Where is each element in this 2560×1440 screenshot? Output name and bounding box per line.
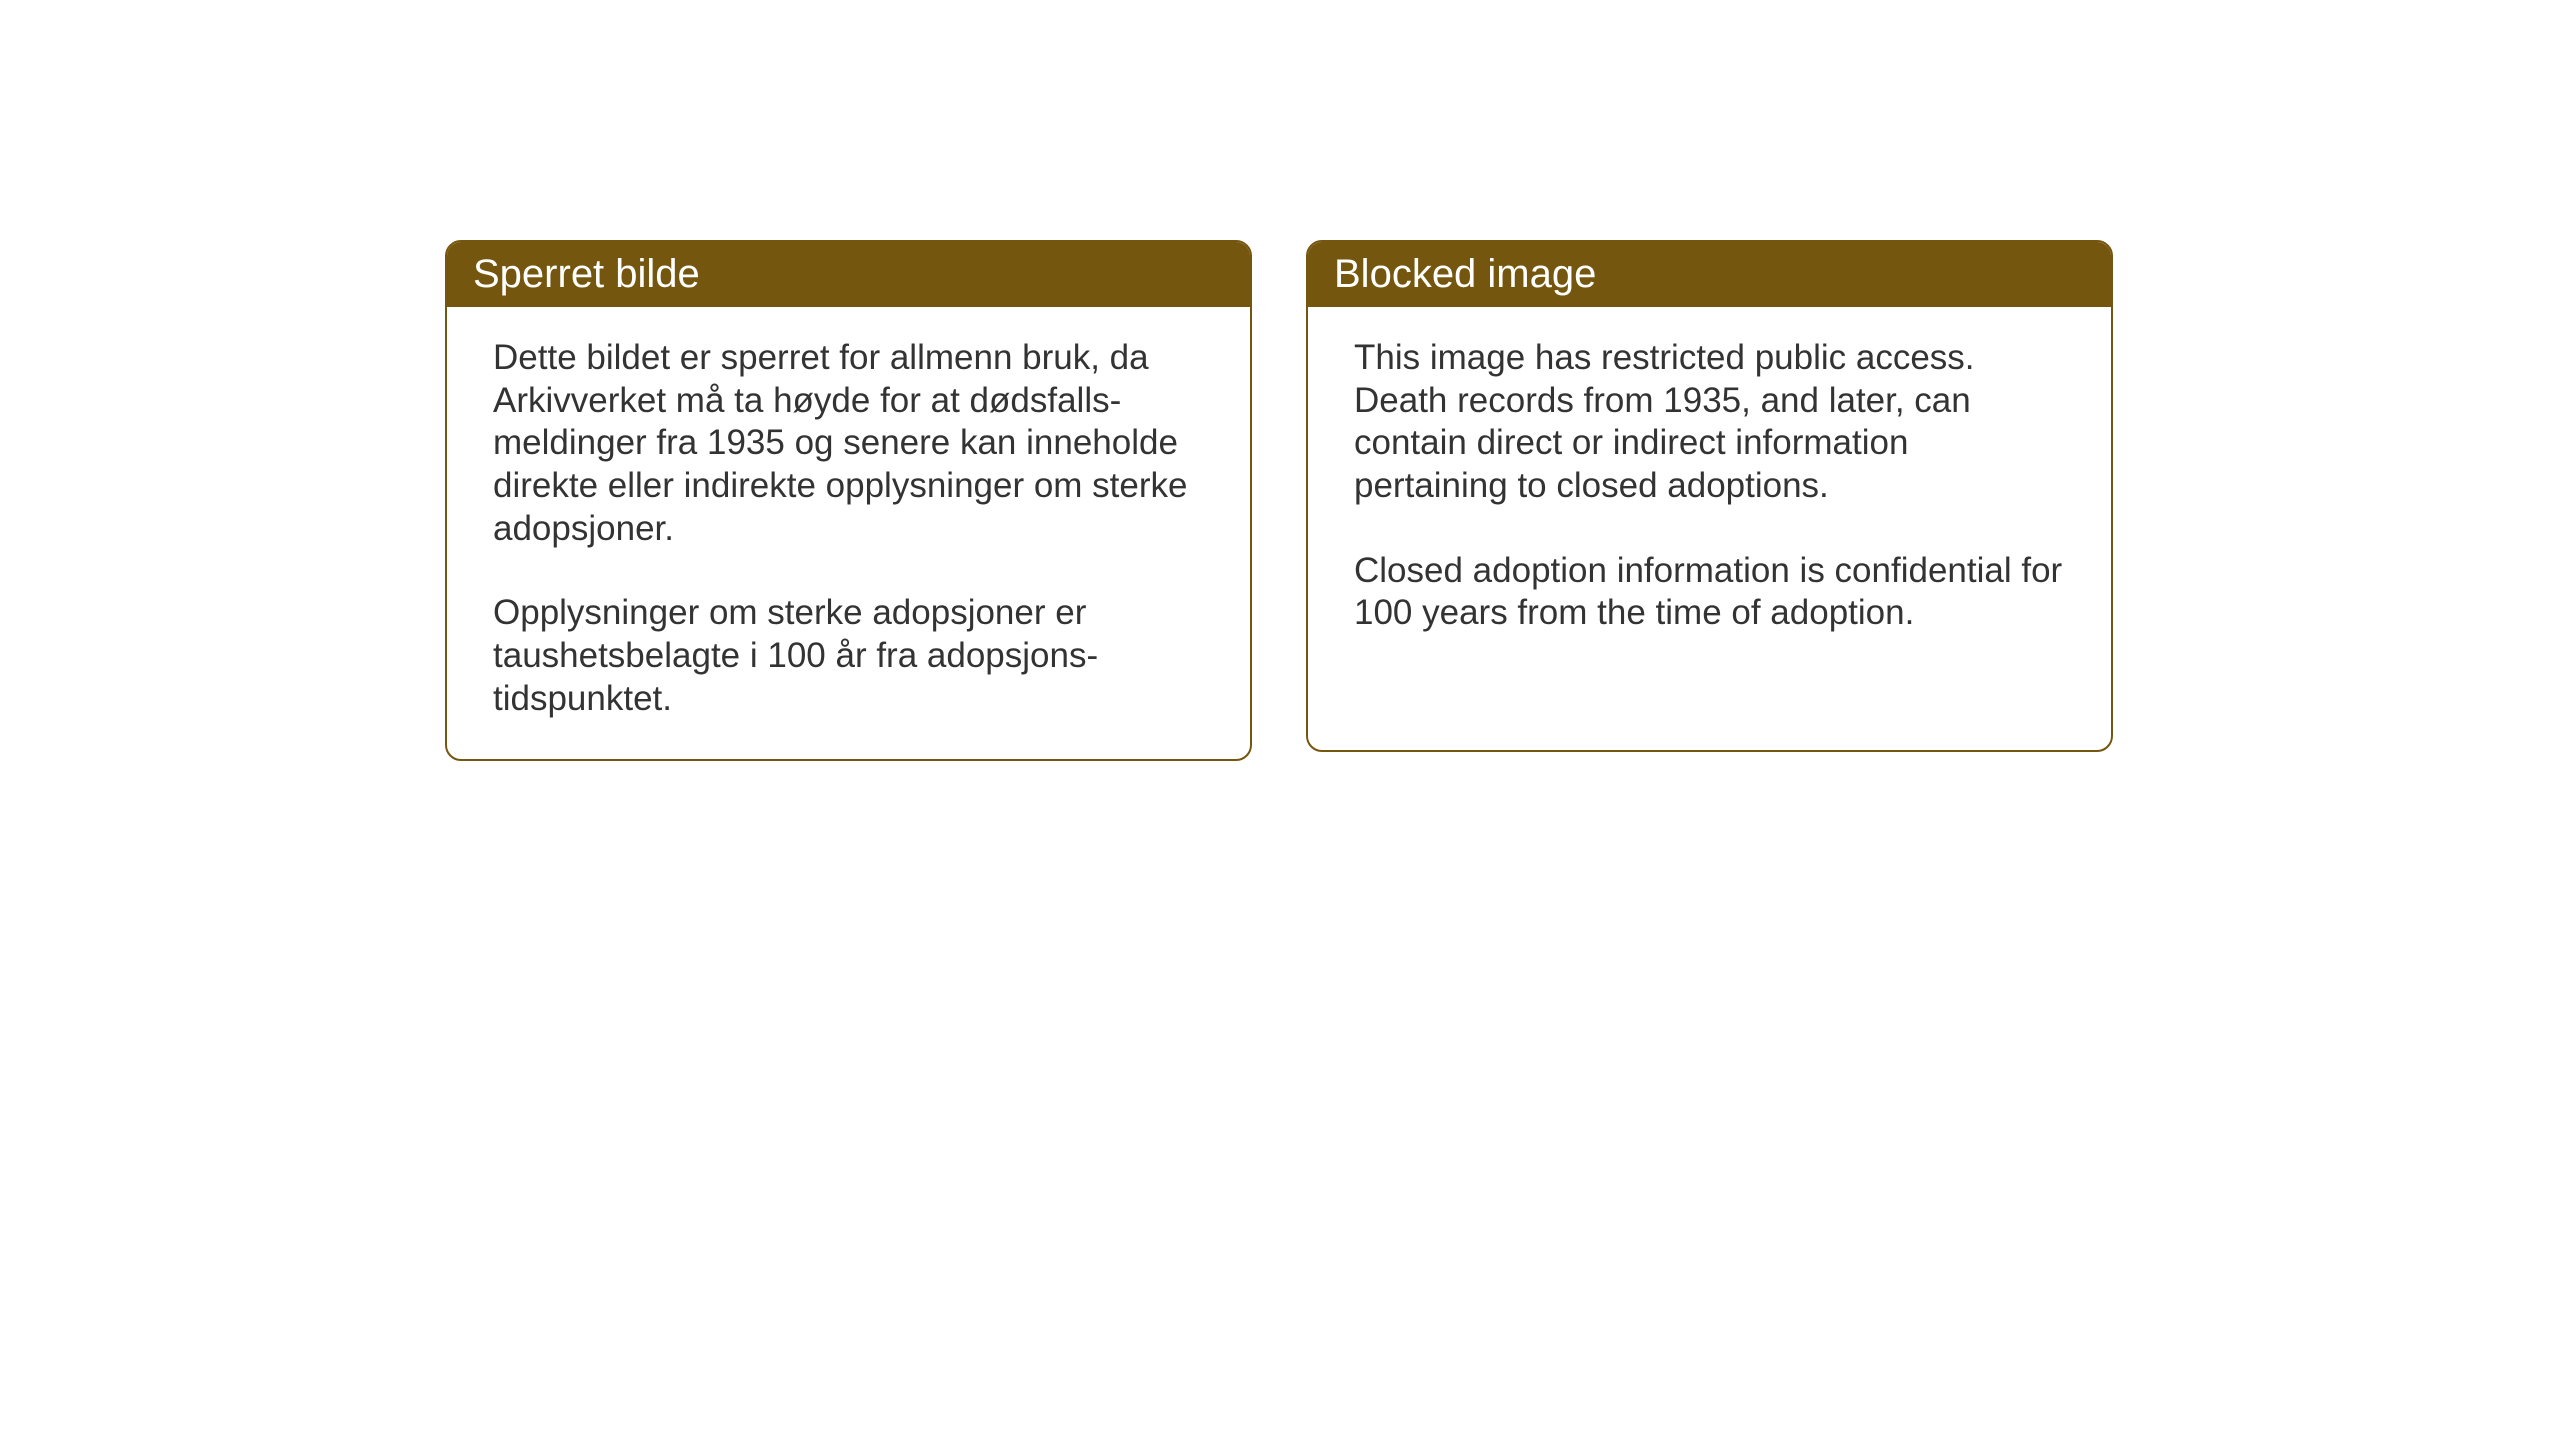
notice-cards-container: Sperret bilde Dette bildet er sperret fo… (445, 240, 2113, 761)
norwegian-card-body: Dette bildet er sperret for allmenn bruk… (447, 307, 1250, 759)
english-card-title: Blocked image (1308, 242, 2111, 307)
english-paragraph-2: Closed adoption information is confident… (1354, 550, 2065, 635)
norwegian-card-title: Sperret bilde (447, 242, 1250, 307)
norwegian-paragraph-2: Opplysninger om sterke adopsjoner er tau… (493, 592, 1204, 720)
norwegian-notice-card: Sperret bilde Dette bildet er sperret fo… (445, 240, 1252, 761)
english-notice-card: Blocked image This image has restricted … (1306, 240, 2113, 752)
english-card-body: This image has restricted public access.… (1308, 307, 2111, 673)
english-paragraph-1: This image has restricted public access.… (1354, 337, 2065, 508)
norwegian-paragraph-1: Dette bildet er sperret for allmenn bruk… (493, 337, 1204, 550)
